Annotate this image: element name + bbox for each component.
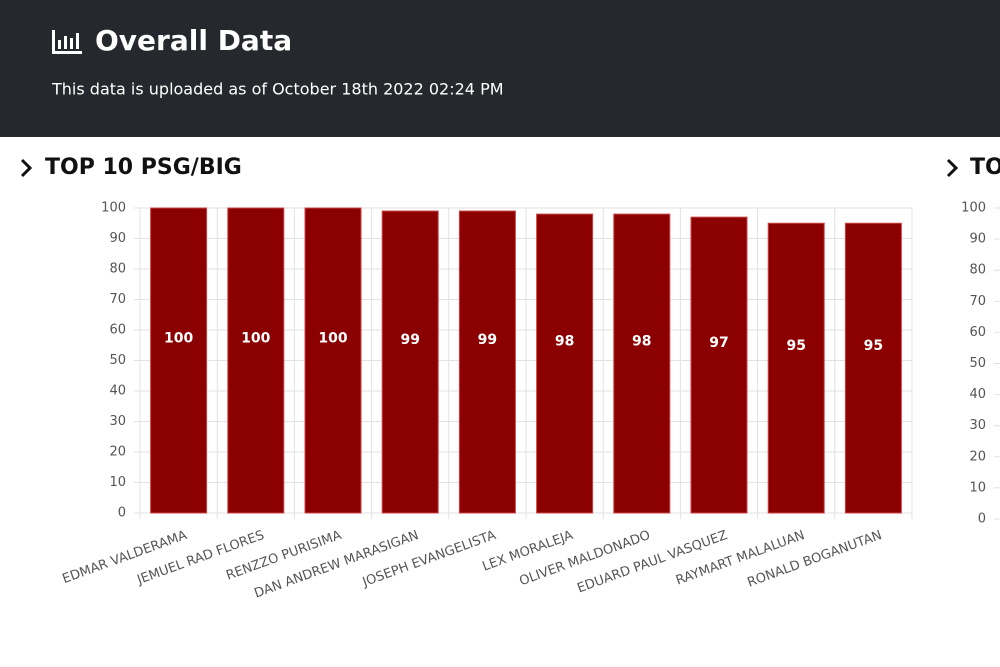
- y-tick-label: 10: [969, 480, 986, 495]
- bar-value-label: 100: [164, 331, 193, 347]
- bar-value-label: 95: [786, 338, 805, 354]
- y-tick-label: 0: [978, 512, 986, 527]
- chart-title: TO: [970, 155, 1000, 180]
- y-tick-label: 0: [118, 506, 126, 521]
- y-tick-label: 30: [969, 418, 986, 433]
- bar-value-label: 100: [318, 331, 347, 347]
- header-bar: [0, 0, 1000, 137]
- bar: [304, 207, 362, 514]
- bar: [227, 207, 285, 514]
- chart-title: TOP 10 PSG/BIG: [45, 155, 242, 180]
- x-tick-label: EDMAR VALDERAMA: [61, 528, 190, 587]
- y-tick-label: 20: [969, 449, 986, 464]
- bar-value-label: 100: [241, 331, 270, 347]
- bar-value-label: 98: [555, 334, 574, 350]
- bar: [150, 207, 208, 514]
- y-tick-label: 50: [969, 356, 986, 371]
- x-tick-label: JEMUEL RAD FLORES: [134, 528, 266, 588]
- bar: [381, 210, 439, 514]
- chevron: [946, 158, 959, 178]
- bar: [844, 222, 902, 514]
- bar: [458, 210, 516, 514]
- y-tick-label: 100: [101, 201, 126, 216]
- y-tick-label: 60: [109, 323, 126, 338]
- y-tick-label: 70: [969, 294, 986, 309]
- bar: [613, 213, 671, 514]
- x-tick-label: RONALD BOGANUTAN: [745, 528, 884, 591]
- y-tick-label: 40: [109, 384, 126, 399]
- y-tick-label: 10: [109, 475, 126, 490]
- x-tick-label: JOSEPH EVANGELISTA: [360, 528, 498, 591]
- bar-value-label: 95: [864, 338, 883, 354]
- bar-value-label: 99: [478, 332, 497, 348]
- y-tick-label: 80: [109, 262, 126, 277]
- y-tick-label: 20: [109, 445, 126, 460]
- y-tick-label: 50: [109, 353, 126, 368]
- bar: [767, 222, 825, 514]
- bar: [690, 216, 748, 514]
- bar-value-label: 99: [400, 332, 419, 348]
- chart-icon: [52, 30, 82, 54]
- y-tick-label: 30: [109, 414, 126, 429]
- page-subtitle: This data is uploaded as of October 18th…: [51, 80, 504, 99]
- bar-value-label: 98: [632, 334, 651, 350]
- y-tick-label: 90: [109, 231, 126, 246]
- y-tick-label: 100: [961, 201, 986, 216]
- y-tick-label: 80: [969, 263, 986, 278]
- y-tick-label: 70: [109, 292, 126, 307]
- bar-value-label: 97: [709, 335, 728, 351]
- y-tick-label: 90: [969, 232, 986, 247]
- y-tick-label: 40: [969, 387, 986, 402]
- y-tick-label: 60: [969, 325, 986, 340]
- chevron: [20, 158, 33, 178]
- page-title: Overall Data: [95, 24, 292, 57]
- x-tick-label: RAYMART MALALUAN: [674, 528, 807, 589]
- bar: [536, 213, 594, 514]
